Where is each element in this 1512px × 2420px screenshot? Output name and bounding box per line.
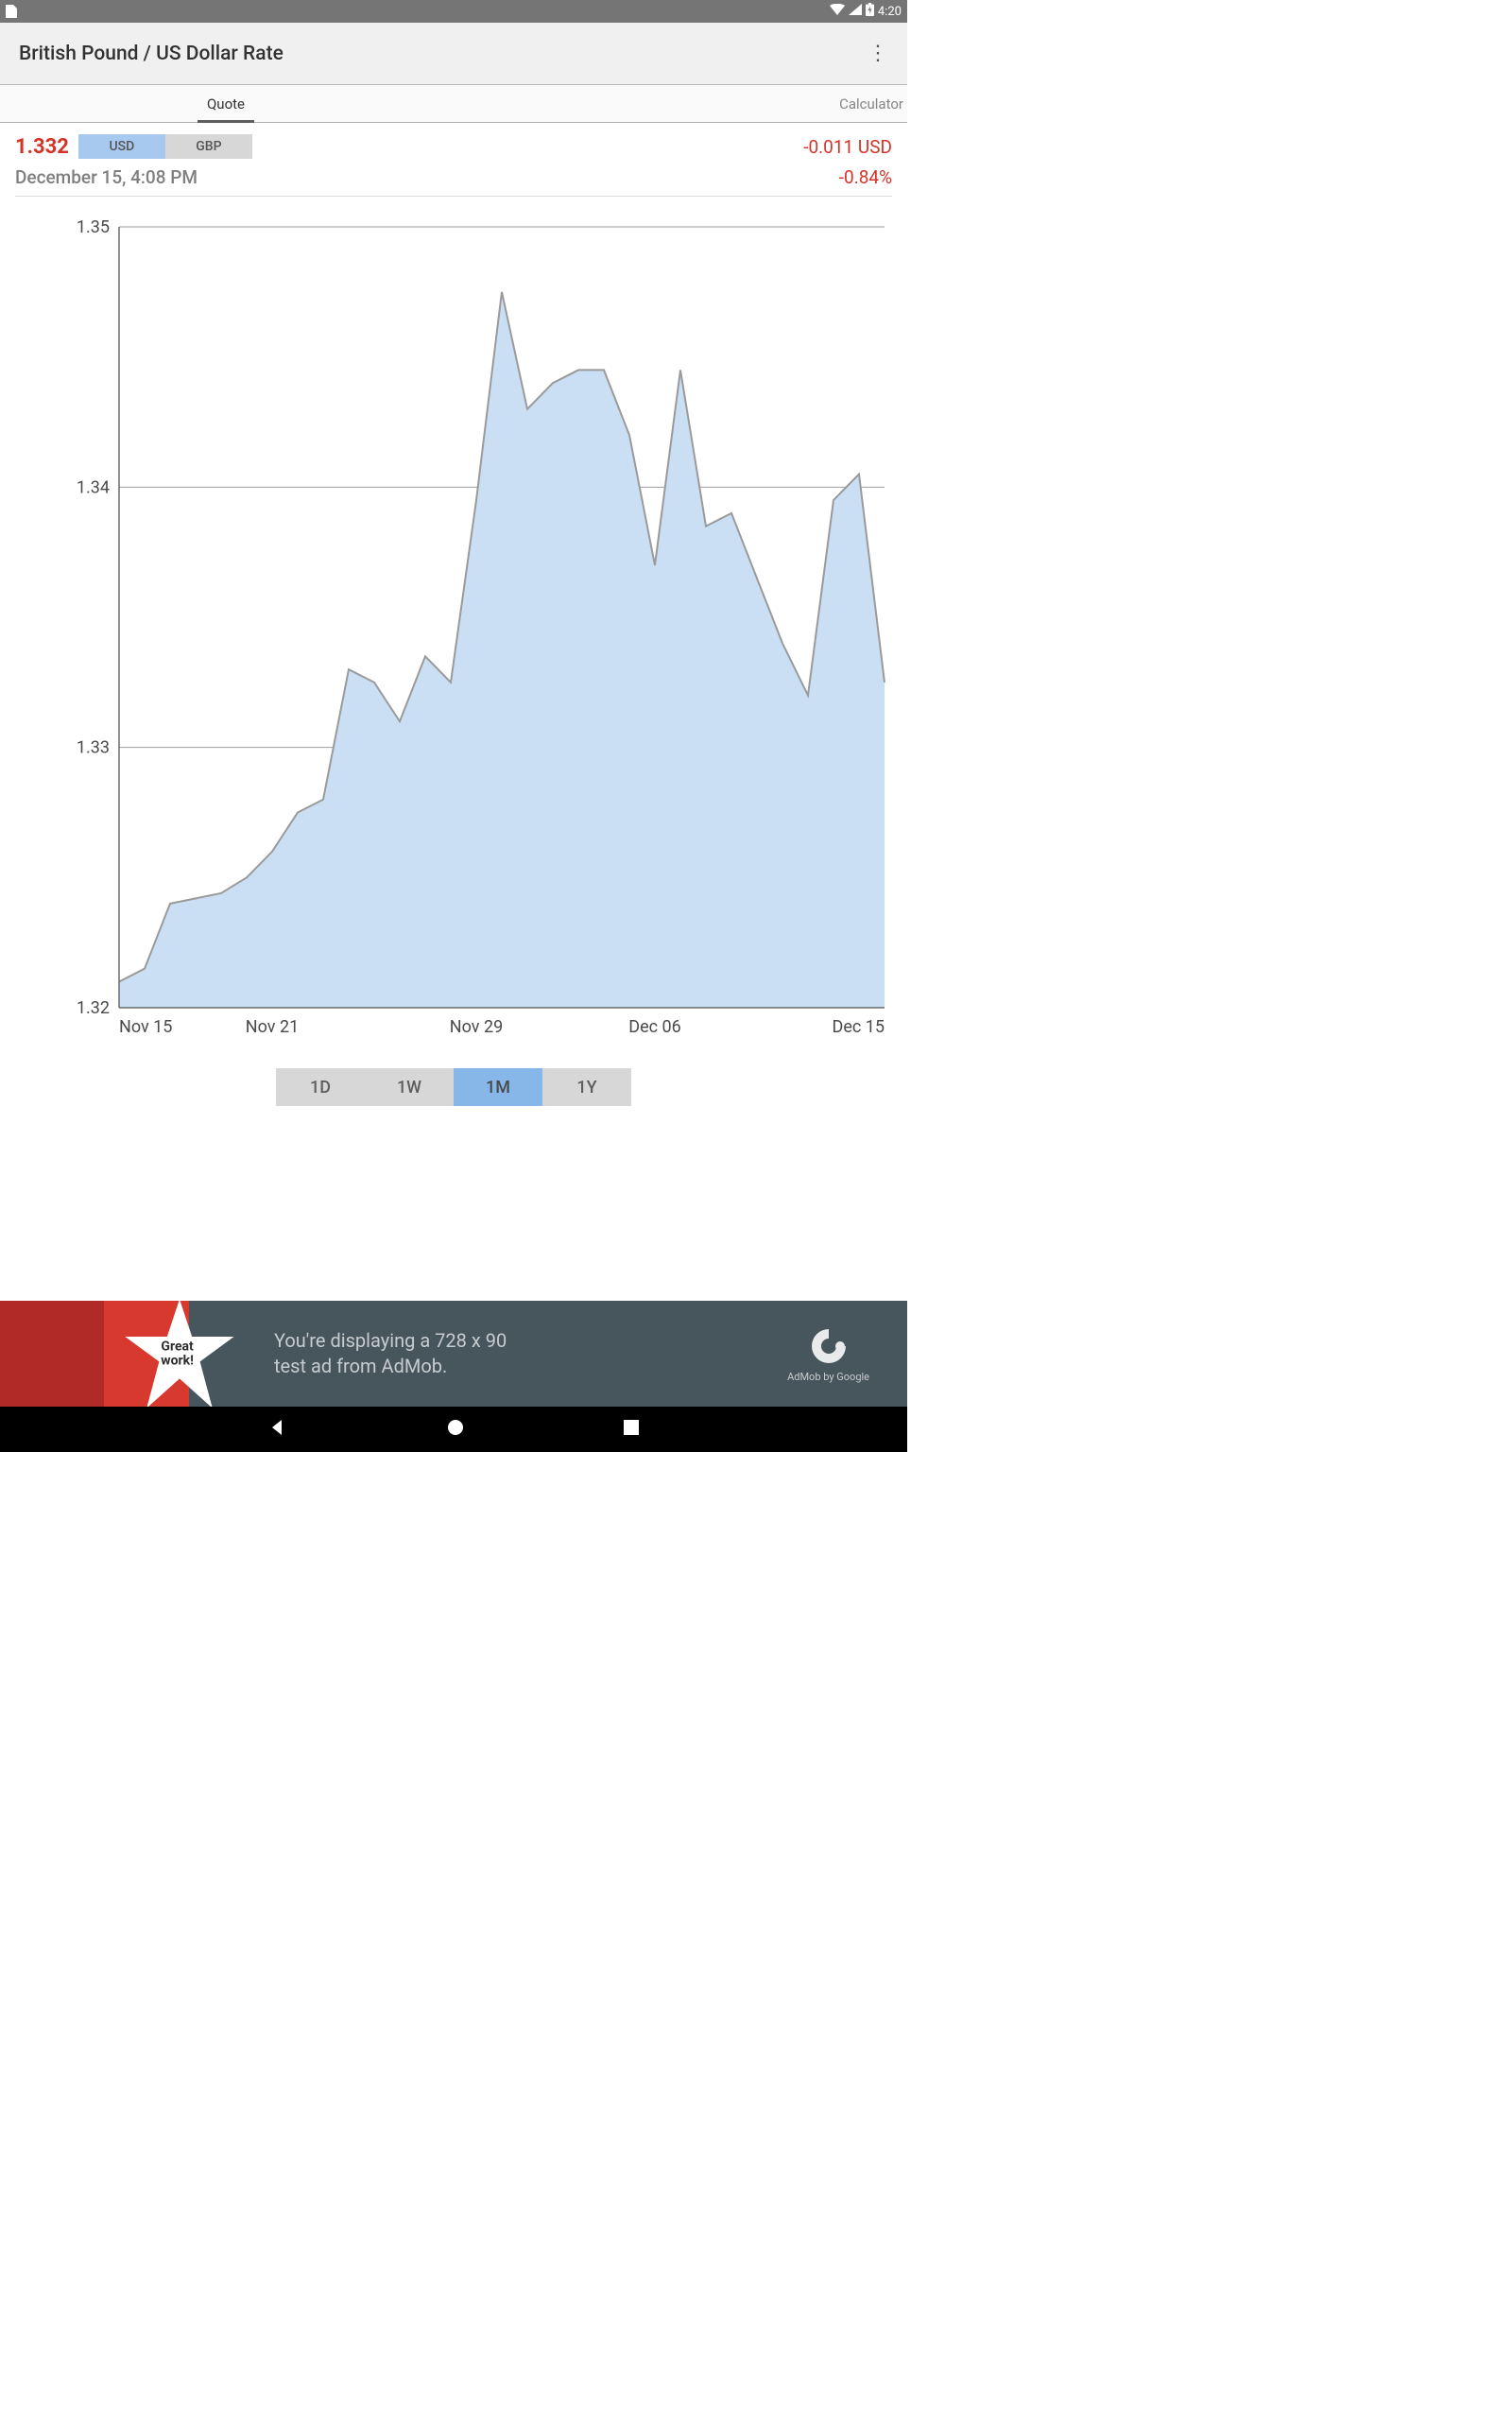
svg-text:Dec 06: Dec 06 — [628, 1017, 680, 1037]
quote-timestamp: December 15, 4:08 PM — [15, 166, 198, 188]
rate-value: 1.332 — [15, 135, 69, 159]
system-nav-bar — [0, 1407, 907, 1452]
quote-header: 1.332 USD GBP -0.011 USD December 15, 4:… — [0, 123, 907, 204]
svg-text:Nov 29: Nov 29 — [450, 1017, 503, 1037]
ad-banner[interactable]: Great work! You're displaying a 728 x 90… — [0, 1301, 907, 1407]
nav-home-icon[interactable] — [445, 1417, 466, 1442]
tab-bar: Quote Calculator — [0, 85, 907, 123]
tab-calculator-label: Calculator — [839, 95, 903, 112]
change-percent: -0.84% — [839, 166, 892, 188]
status-time: 4:20 — [878, 5, 902, 19]
overflow-menu-icon[interactable]: ⋮ — [868, 48, 888, 59]
svg-text:1.35: 1.35 — [77, 217, 110, 237]
cell-signal-icon — [849, 4, 862, 19]
page-title: British Pound / US Dollar Rate — [19, 43, 284, 65]
tab-calculator[interactable]: Calculator — [452, 85, 907, 122]
tab-quote-label: Quote — [207, 95, 245, 112]
ad-star-badge: Great work! — [123, 1301, 236, 1407]
admob-logo: AdMob by Google — [787, 1325, 869, 1383]
range-1y-button[interactable]: 1Y — [542, 1068, 631, 1106]
currency-toggle: USD GBP — [78, 134, 252, 159]
currency-usd-button[interactable]: USD — [78, 134, 165, 159]
tab-quote[interactable]: Quote — [0, 85, 452, 122]
range-1m-button[interactable]: 1M — [454, 1068, 542, 1106]
svg-text:Nov 15: Nov 15 — [119, 1017, 172, 1037]
nav-back-icon[interactable] — [267, 1417, 288, 1442]
range-1d-button[interactable]: 1D — [276, 1068, 365, 1106]
rate-chart: 1.32 1.33 1.34 1.35 Nov 15 Nov 21 Nov 29 Dec 06… — [0, 204, 907, 1046]
app-bar: British Pound / US Dollar Rate ⋮ — [0, 23, 907, 85]
ad-accent: Great work! — [0, 1301, 189, 1407]
svg-text:Dec 15: Dec 15 — [833, 1017, 885, 1037]
wifi-icon — [830, 4, 845, 19]
svg-text:1.32: 1.32 — [77, 998, 110, 1018]
range-1w-button[interactable]: 1W — [365, 1068, 454, 1106]
currency-gbp-button[interactable]: GBP — [165, 134, 252, 159]
range-selector: 1D1W1M1Y — [0, 1068, 907, 1106]
change-absolute: -0.011 USD — [803, 136, 892, 158]
status-bar: 4:20 — [0, 0, 907, 23]
svg-text:1.33: 1.33 — [77, 738, 110, 758]
sd-card-icon — [6, 5, 17, 18]
battery-charging-icon — [866, 3, 874, 20]
ad-text: You're displaying a 728 x 90 test ad fro… — [274, 1328, 787, 1379]
svg-text:1.34: 1.34 — [77, 477, 110, 497]
svg-text:Nov 21: Nov 21 — [246, 1017, 299, 1037]
nav-recent-icon[interactable] — [623, 1419, 640, 1440]
chart-canvas: 1.32 1.33 1.34 1.35 Nov 15 Nov 21 Nov 29 Dec 06… — [8, 214, 900, 1046]
